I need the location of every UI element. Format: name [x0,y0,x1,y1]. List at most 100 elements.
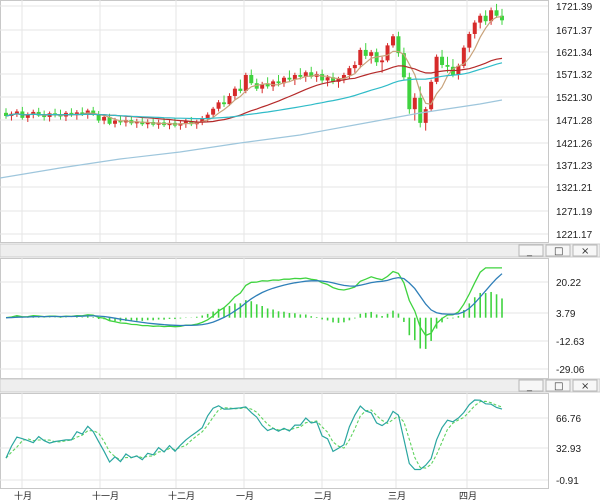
candle-body [145,121,150,125]
minimize-icon: _ [526,381,533,392]
macd-line [5,267,502,337]
candle-body [407,77,412,110]
candle-body [238,88,243,91]
panel-button [518,379,544,392]
candle-body [478,15,483,23]
candle-body [309,72,314,77]
candle-body [341,75,346,79]
plot-area [0,393,549,489]
candle-body [412,97,417,110]
stochastic-panel: 66.76 32.93 -0.91 [0,393,581,489]
x-axis-tick-label: 二月 [314,491,332,502]
moving-average-long [5,62,503,120]
candle-body [260,84,265,89]
candle-body [216,102,221,109]
candle-body [292,75,297,80]
candle-body [227,95,232,105]
macd-signal-line [5,273,503,327]
candle-body [396,36,401,54]
x-axis-labels: 十月 十一月 十二月 一月 二月 三月 四月 [14,490,477,502]
y-axis-tick-label: 1671.37 [556,26,593,37]
candle-body [276,81,281,84]
y-axis-tick-label: 66.76 [556,414,581,425]
candle-body [331,77,336,82]
y-axis-tick-label: 20.22 [556,278,581,289]
x-axis-tick-label: 十二月 [168,490,195,502]
stochastic-panel-button-bar: _ □ × [0,378,600,393]
macd-panel-button-bar: _ □ × [0,243,600,258]
candle-body [14,111,19,114]
candle-body [390,36,395,46]
candle-body [385,45,390,61]
candle-body [254,83,259,89]
y-axis-tick-label: 1521.30 [556,93,593,104]
candle-body [249,75,254,84]
candle-body [352,64,357,69]
x-axis-tick-label: 四月 [459,491,477,502]
candle-body [380,60,385,63]
candle-body [320,74,325,81]
x-axis-tick-label: 三月 [388,491,406,502]
y-axis-tick-label: -12.63 [556,337,585,348]
candle-body [461,47,466,66]
candle-body [211,108,216,115]
candle-body [358,49,363,65]
macd-panel: 20.22 3.79 -12.63 -29.06 [0,258,585,379]
candle-body [429,81,434,110]
y-axis-tick-label: 32.93 [556,444,581,455]
candle-body [325,77,330,81]
candle-body [500,15,504,21]
moving-average-longest [0,99,503,179]
candle-body [298,75,303,77]
candle-body [80,112,85,115]
candle-body [243,75,248,91]
y-axis-tick-label: 1371.23 [556,161,593,172]
candle-body [440,56,445,65]
panel-button [545,379,571,392]
candle-body [189,121,194,125]
y-axis-tick-label: -0.91 [556,476,579,487]
maximize-icon: □ [554,381,563,392]
candle-body [222,102,227,105]
candle-body [434,56,439,82]
panel-button [518,244,544,257]
candle-body [96,114,101,121]
plot-area [0,258,549,379]
y-axis-tick-label: 1471.28 [556,116,593,127]
candle-body [347,68,352,76]
candle-body [281,77,286,84]
candle-body [42,115,47,118]
candle-body [91,110,96,115]
candle-body [134,121,139,124]
y-axis-tick-label: 1421.26 [556,139,593,150]
candle-body [287,77,292,80]
candle-body [303,72,308,77]
y-axis-tick-label: 1621.34 [556,48,593,59]
candle-body [271,81,276,87]
candle-body [232,88,237,96]
candle-body [113,120,118,124]
candle-body [363,49,368,56]
candle-body [445,64,450,67]
candle-body [107,116,112,124]
close-icon: × [581,246,589,257]
moving-average-short [5,16,503,125]
close-icon: × [581,381,589,392]
stochastic-d-line [5,400,503,469]
candle-body [423,109,428,123]
x-axis-tick-label: 一月 [236,491,254,502]
candle-body [85,110,90,115]
candle-body [102,116,107,121]
y-axis-tick-label: -29.06 [556,365,585,376]
y-axis-tick-label: 1271.19 [556,207,593,218]
panel-button [545,244,571,257]
candle-body [31,111,36,115]
y-axis-tick-label: 1721.39 [556,2,593,13]
candle-body [494,10,499,16]
panel-button [572,379,598,392]
candle-body [467,33,472,48]
candle-body [418,97,423,123]
y-axis-tick-label: 3.79 [556,309,576,320]
stochastic-k-line [5,399,503,471]
